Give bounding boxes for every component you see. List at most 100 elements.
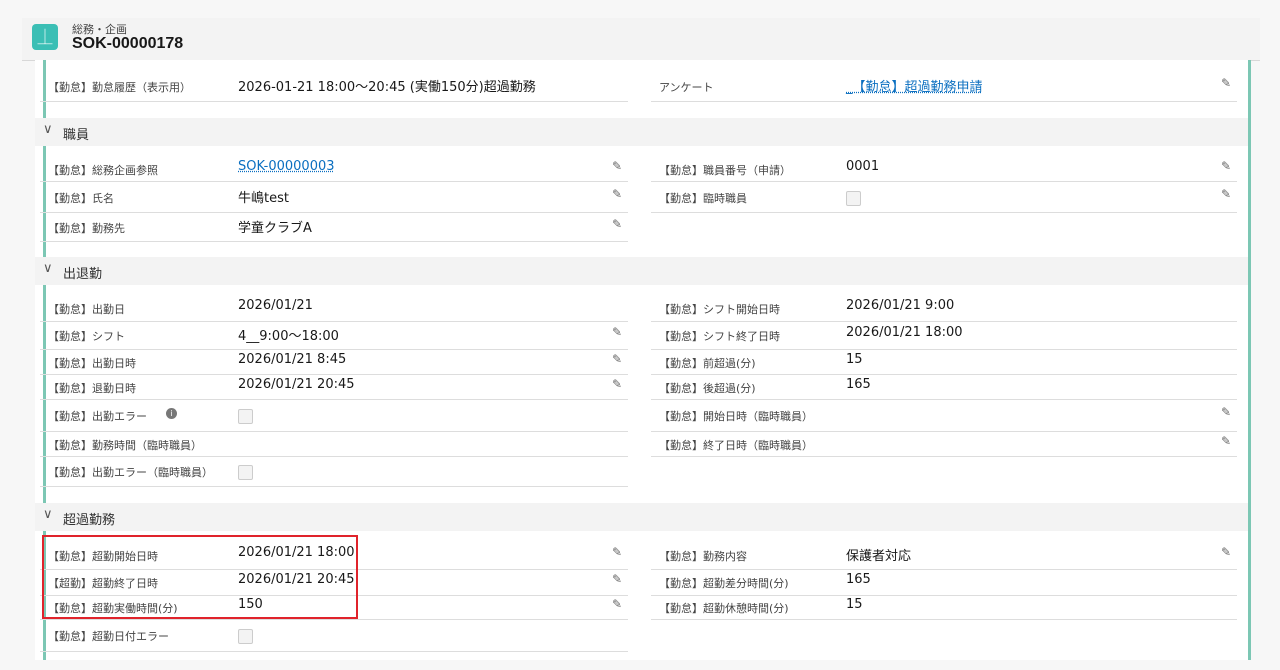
section-header-2[interactable]: ∨ 出退勤 xyxy=(35,257,1248,285)
chevron-down-icon[interactable]: ∨ xyxy=(43,261,53,276)
field-label: 【勤怠】勤務内容 xyxy=(659,550,747,563)
checkbox xyxy=(238,409,253,424)
field-row: 【勤怠】出勤日時 2026/01/21 8:45 ✎ xyxy=(40,349,628,375)
section-header-1[interactable]: ∨ 職員 xyxy=(35,118,1248,146)
record-header: ⏊ 総務・企画 SOK-00000178 xyxy=(22,18,1260,61)
field-label: 【勤怠】臨時職員 xyxy=(659,192,747,205)
field-value: 2026/01/21 18:00 xyxy=(846,325,963,340)
field-row: 【勤怠】前超過(分) 15 xyxy=(651,349,1237,375)
pencil-edit-icon[interactable]: ✎ xyxy=(611,597,622,611)
field-value: 15 xyxy=(846,352,863,367)
field-value: 2026/01/21 20:45 xyxy=(238,572,355,587)
section-header-3[interactable]: ∨ 超過勤務 xyxy=(35,503,1248,531)
field-label: 【勤怠】氏名 xyxy=(48,192,114,205)
field-label: 【勤怠】シフト xyxy=(48,330,125,343)
section-title: 超過勤務 xyxy=(63,513,116,528)
field-row: 【勤怠】終了日時（臨時職員） ✎ xyxy=(651,431,1237,457)
field-row: 【勤怠】超勤開始日時 2026/01/21 18:00 ✎ xyxy=(40,540,628,570)
field-row: 【勤怠】職員番号（申請） 0001 ✎ xyxy=(651,156,1237,182)
field-label: 【勤怠】シフト終了日時 xyxy=(659,330,780,343)
pencil-edit-icon[interactable]: ✎ xyxy=(1220,76,1231,90)
object-label: 総務・企画 xyxy=(72,23,127,36)
field-row: 【勤怠】勤務時間（臨時職員） xyxy=(40,431,628,457)
field-label: 【勤怠】終了日時（臨時職員） xyxy=(659,439,813,452)
field-row: 【超勤】超勤終了日時 2026/01/21 20:45 ✎ xyxy=(40,569,628,596)
field-row: 【勤怠】出勤エラー（臨時職員） xyxy=(40,456,628,487)
field-value: 保護者対応 xyxy=(846,549,912,564)
section-title: 出退勤 xyxy=(63,267,103,282)
field-row: 【勤怠】勤務内容 保護者対応 ✎ xyxy=(651,540,1237,570)
pencil-edit-icon[interactable]: ✎ xyxy=(1220,187,1231,201)
field-value: 2026/01/21 18:00 xyxy=(238,545,355,560)
field-value: 2026/01/21 8:45 xyxy=(238,352,347,367)
pencil-edit-icon[interactable]: ✎ xyxy=(611,377,622,391)
left-edge xyxy=(43,60,46,660)
field-label: 【勤怠】超勤日付エラー xyxy=(48,630,169,643)
field-row: 【勤怠】開始日時（臨時職員） ✎ xyxy=(651,399,1237,432)
field-value: 2026-01-21 18:00〜20:45 (実働150分)超過勤務 xyxy=(238,80,536,95)
pencil-edit-icon[interactable]: ✎ xyxy=(611,325,622,339)
info-icon[interactable]: i xyxy=(166,408,177,419)
field-label: 【勤怠】職員番号（申請） xyxy=(659,164,791,177)
field-row: 【勤怠】勤怠履歴（表示用） 2026-01-21 18:00〜20:45 (実働1… xyxy=(40,70,628,102)
field-row: 【勤怠】後超過(分) 165 xyxy=(651,374,1237,400)
pencil-edit-icon[interactable]: ✎ xyxy=(611,352,622,366)
field-value: 2026/01/21 9:00 xyxy=(846,298,955,313)
field-label: 【勤怠】勤務時間（臨時職員） xyxy=(48,439,202,452)
detail-card xyxy=(35,60,1250,660)
chevron-down-icon[interactable]: ∨ xyxy=(43,507,53,522)
field-label: 【勤怠】超勤休憩時間(分) xyxy=(659,602,789,615)
field-value: 0001 xyxy=(846,159,880,174)
field-value: 15 xyxy=(846,597,863,612)
field-row: 【勤怠】出勤日 2026/01/21 xyxy=(40,295,628,322)
chevron-down-icon[interactable]: ∨ xyxy=(43,122,53,137)
field-label: 【勤怠】超勤差分時間(分) xyxy=(659,577,789,590)
field-link[interactable]: _【勤怠】超過勤務申請 xyxy=(846,80,983,95)
pencil-edit-icon[interactable]: ✎ xyxy=(611,187,622,201)
field-label: 【超勤】超勤終了日時 xyxy=(48,577,158,590)
field-label: 【勤怠】前超過(分) xyxy=(659,357,756,370)
field-label: 【勤怠】退勤日時 xyxy=(48,382,136,395)
right-edge xyxy=(1248,60,1251,660)
pencil-edit-icon[interactable]: ✎ xyxy=(611,545,622,559)
highlight-box xyxy=(42,535,358,619)
record-title: SOK-00000178 xyxy=(72,35,184,52)
pencil-edit-icon[interactable]: ✎ xyxy=(1220,405,1231,419)
field-label: 【勤怠】勤怠履歴（表示用） xyxy=(48,81,191,94)
pencil-edit-icon[interactable]: ✎ xyxy=(1220,545,1231,559)
section-title: 職員 xyxy=(63,128,90,143)
field-label: 【勤怠】シフト開始日時 xyxy=(659,303,780,316)
field-label: 【勤怠】超勤開始日時 xyxy=(48,550,158,563)
pencil-edit-icon[interactable]: ✎ xyxy=(611,572,622,586)
pencil-edit-icon[interactable]: ✎ xyxy=(1220,159,1231,173)
field-link[interactable]: SOK-00000003 xyxy=(238,159,335,174)
field-label: 【勤怠】超勤実働時間(分) xyxy=(48,602,178,615)
pencil-edit-icon[interactable]: ✎ xyxy=(1220,434,1231,448)
field-row: 【勤怠】超勤日付エラー xyxy=(40,619,628,652)
field-row: 【勤怠】超勤差分時間(分) 165 xyxy=(651,569,1237,596)
field-row: 【勤怠】超勤実働時間(分) 150 ✎ xyxy=(40,595,628,620)
field-label: 【勤怠】出勤エラー xyxy=(48,410,147,423)
field-row: 【勤怠】臨時職員 ✎ xyxy=(651,181,1237,213)
field-row: 【勤怠】出勤エラー i xyxy=(40,399,628,432)
field-row: 【勤怠】シフト 4__9:00〜18:00 ✎ xyxy=(40,321,628,350)
field-label: 【勤怠】開始日時（臨時職員） xyxy=(659,410,813,423)
checkbox xyxy=(238,629,253,644)
field-row: 【勤怠】シフト終了日時 2026/01/21 18:00 xyxy=(651,321,1237,350)
field-value: 牛嶋test xyxy=(238,191,289,206)
field-row: アンケート _【勤怠】超過勤務申請 ✎ xyxy=(651,70,1237,102)
field-row: 【勤怠】退勤日時 2026/01/21 20:45 ✎ xyxy=(40,374,628,400)
field-value: 150 xyxy=(238,597,263,612)
field-row: 【勤怠】総務企画参照 SOK-00000003 ✎ xyxy=(40,156,628,182)
field-row: 【勤怠】超勤休憩時間(分) 15 xyxy=(651,595,1237,620)
field-label: 【勤怠】出勤日 xyxy=(48,303,125,316)
field-value: 2026/01/21 xyxy=(238,298,313,313)
field-label: 【勤怠】後超過(分) xyxy=(659,382,756,395)
pencil-edit-icon[interactable]: ✎ xyxy=(611,159,622,173)
field-value: 学童クラブA xyxy=(238,221,312,236)
field-label: 【勤怠】出勤エラー（臨時職員） xyxy=(48,466,213,479)
pencil-edit-icon[interactable]: ✎ xyxy=(611,217,622,231)
field-value: 4__9:00〜18:00 xyxy=(238,329,339,344)
checkbox xyxy=(238,465,253,480)
field-label: 【勤怠】勤務先 xyxy=(48,222,125,235)
